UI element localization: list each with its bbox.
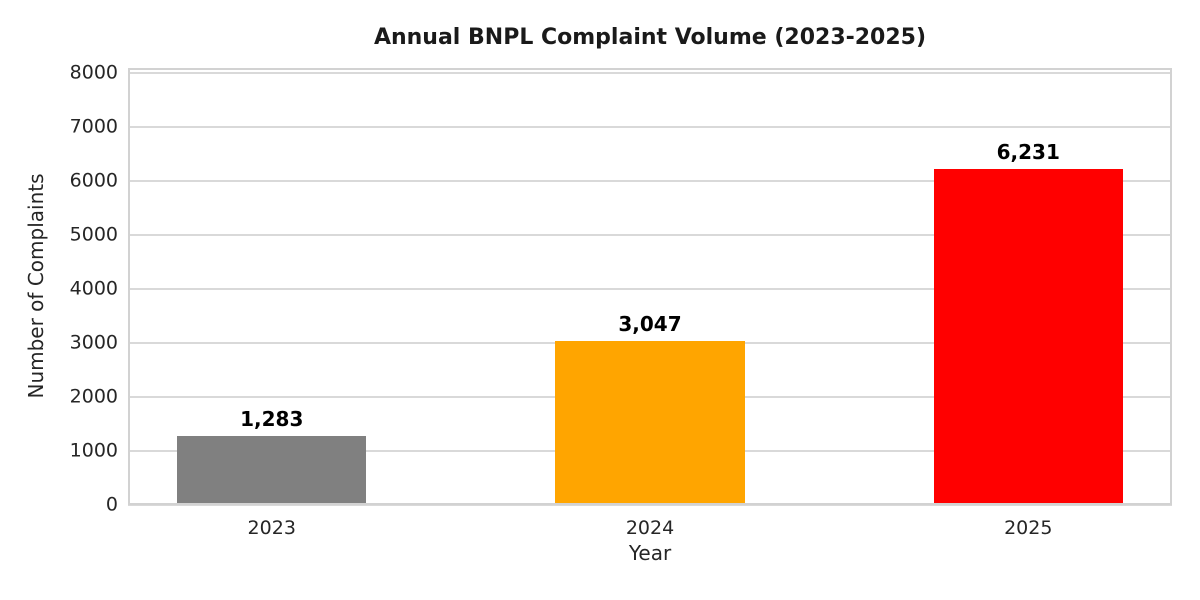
chart-title: Annual BNPL Complaint Volume (2023-2025)	[373, 25, 927, 50]
y-tick-8000: 8000	[69, 61, 118, 84]
y-tick-7000: 7000	[69, 115, 118, 138]
gridline-y-8000	[128, 72, 1172, 75]
gridline-y-4000	[128, 288, 1172, 291]
gridline-y-5000	[128, 234, 1172, 237]
value-label-2024: 3,047	[618, 311, 682, 336]
y-tick-3000: 3000	[69, 331, 118, 354]
gridline-y-0	[128, 504, 1172, 506]
x-axis-label: Year	[628, 541, 672, 565]
x-tick-2023: 2023	[247, 517, 296, 539]
y-tick-4000: 4000	[69, 277, 118, 300]
y-tick-0: 0	[105, 493, 118, 516]
y-tick-5000: 5000	[69, 223, 118, 246]
y-tick-2000: 2000	[69, 385, 118, 408]
y-tick-1000: 1000	[69, 439, 118, 462]
value-label-2025: 6,231	[996, 139, 1060, 164]
y-axis-label: Number of Complaints	[24, 173, 48, 399]
bar-2025	[933, 168, 1123, 505]
bar-2023	[177, 435, 367, 505]
value-label-2023: 1,283	[240, 406, 304, 431]
y-tick-6000: 6000	[69, 169, 118, 192]
x-tick-2025: 2025	[1004, 517, 1053, 539]
plot-area: 1,283 3,047 6,231	[128, 68, 1172, 506]
gridline-y-6000	[128, 180, 1172, 183]
x-tick-2024: 2024	[625, 517, 675, 539]
gridline-y-7000	[128, 126, 1172, 129]
bar-2024	[555, 340, 745, 505]
